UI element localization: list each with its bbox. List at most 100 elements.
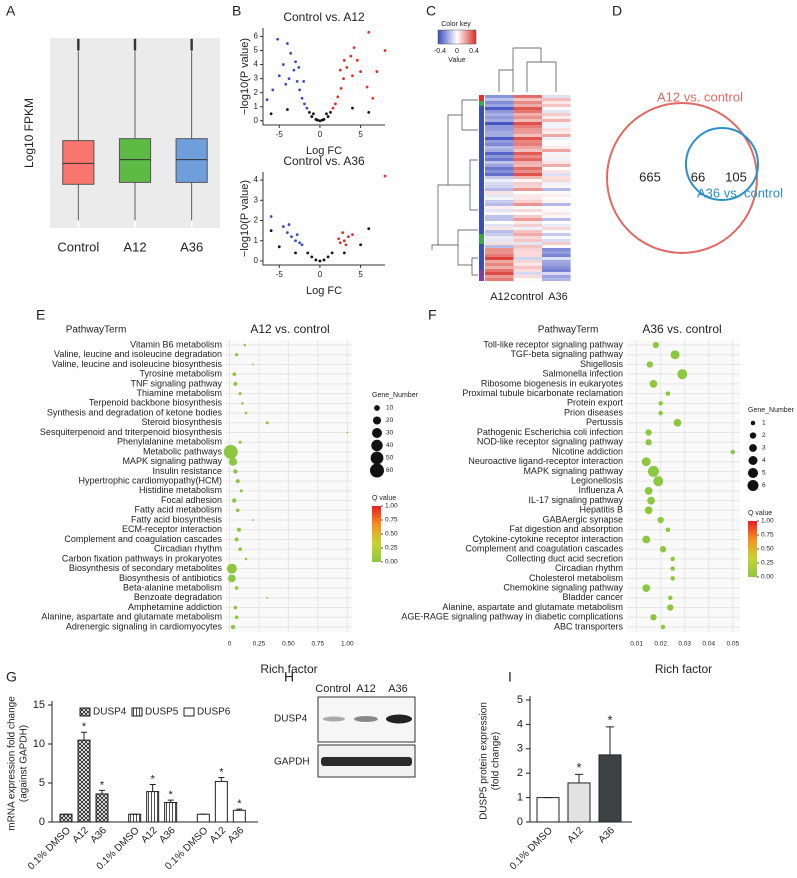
heatmap-cell [485, 269, 514, 273]
heatmap-cell [485, 215, 514, 219]
point [336, 95, 340, 99]
heatmap-cell [513, 215, 543, 219]
heatmap-cell [513, 209, 543, 213]
y-tick-label: 4 [517, 718, 523, 730]
heatmap-cell [542, 218, 571, 222]
row-label: Bladder cancer [562, 592, 623, 602]
row-label: IL-17 signaling pathway [528, 495, 623, 505]
heatmap-cell [513, 173, 543, 177]
y-axis-label: PathwayTerm [538, 325, 599, 336]
y-tick-label: 2 [254, 216, 259, 225]
column-label: control [510, 291, 543, 303]
outlier [190, 48, 193, 51]
band [354, 716, 378, 722]
point [371, 96, 375, 100]
outlier [190, 42, 193, 45]
heatmap-cell [485, 239, 514, 243]
plot-background [226, 340, 352, 632]
point [294, 239, 297, 243]
outlier [77, 42, 80, 45]
row-label: Hypertrophic cardiomyopathy(HCM) [78, 476, 222, 486]
chart-title: Control vs. A36 [283, 154, 365, 168]
error-bar [218, 777, 225, 782]
row-label: Adrenergic signaling in cardiomyocytes [66, 621, 223, 631]
heatmap-cell [485, 188, 514, 192]
heatmap-cell [485, 152, 514, 156]
y-tick-label: 2 [517, 767, 523, 779]
color-key-tick: 0 [455, 48, 459, 55]
chart-title: Control vs. A12 [283, 10, 365, 24]
bubble [642, 584, 651, 592]
heatmap-cell [542, 134, 571, 138]
outlier [133, 38, 137, 42]
heatmap-cell [542, 227, 571, 231]
box [118, 138, 152, 183]
legend-bubble [372, 428, 382, 438]
heatmap-cell [485, 131, 514, 135]
bubble [244, 557, 248, 561]
heatmap-cell [542, 182, 571, 186]
bubble [649, 380, 658, 388]
point [326, 115, 330, 118]
point [312, 112, 315, 116]
heatmap-cell [485, 101, 514, 105]
heatmap-cell [485, 224, 514, 228]
legend-bubble [371, 439, 383, 452]
row-label: Pertussis [586, 417, 624, 427]
legend-label: DUSP5 [145, 707, 179, 718]
heatmap-cell [513, 125, 543, 129]
lane-label: A12 [356, 683, 376, 695]
bubble [653, 476, 664, 487]
outlier [133, 40, 137, 44]
bubble [238, 392, 242, 396]
heatmap-cell [542, 191, 571, 195]
heatmap-cell [485, 128, 514, 132]
heatmap-cell [485, 248, 514, 252]
row-label: Complement and coagulation cascades [64, 534, 222, 544]
count: 66 [691, 169, 705, 184]
point [342, 77, 345, 81]
row-label: NOD-like receptor signaling pathway [477, 437, 624, 447]
outlier [77, 44, 80, 47]
heatmap-cell [542, 110, 571, 114]
x-tick-label: A36 [226, 825, 247, 846]
heatmap-cell [485, 116, 514, 120]
row-label: Biosynthesis of secondary metabolites [69, 563, 223, 573]
row-label: Proximal tubule bicarbonate reclamation [462, 388, 623, 398]
point [303, 102, 306, 106]
heatmap-cell [513, 200, 543, 204]
row-label: Chemokine signaling pathway [503, 582, 623, 592]
y-axis-label: −log10(P value) [239, 180, 251, 257]
point [306, 251, 310, 255]
heatmap-cell [513, 239, 543, 243]
heatmap-cell [542, 203, 571, 207]
bubble [660, 624, 666, 630]
column-dendrogram [498, 47, 557, 92]
significance: * [82, 721, 87, 733]
legend-bubble [370, 451, 384, 465]
heatmap-cell [513, 158, 543, 162]
heatmap-cell [485, 173, 514, 177]
point [290, 235, 293, 239]
point [284, 82, 288, 86]
heatmap-cell [513, 257, 543, 261]
y-tick-label: 6 [254, 32, 259, 41]
point [351, 74, 354, 78]
bubble [238, 547, 242, 552]
point [329, 110, 332, 114]
point [367, 30, 371, 34]
legend-label: 4 [762, 457, 766, 464]
color-bar [372, 506, 381, 562]
heatmap-cell [542, 158, 571, 162]
heatmap-cell [485, 272, 514, 276]
outlier [133, 46, 137, 49]
point [310, 255, 314, 259]
y-tick-label: 3 [517, 743, 523, 755]
y-tick-label: 4 [254, 60, 259, 69]
row-label: Synthesis and degradation of ketone bodi… [47, 407, 223, 417]
point [365, 85, 369, 89]
heatmap-cell [513, 245, 543, 249]
set-label: A36 vs. control [697, 185, 783, 200]
bubble [228, 574, 236, 583]
